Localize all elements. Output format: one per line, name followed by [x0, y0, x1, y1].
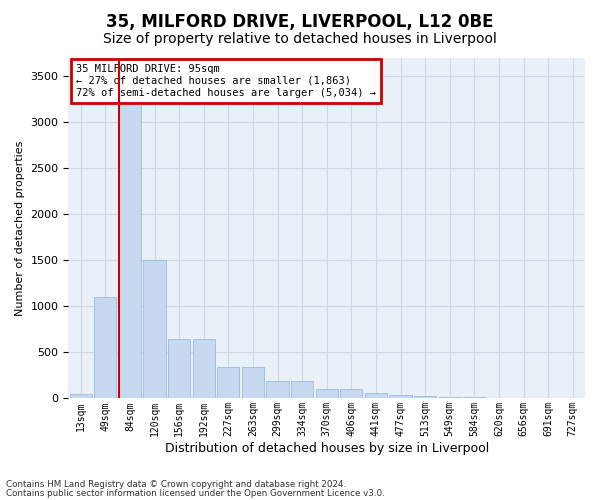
Y-axis label: Number of detached properties: Number of detached properties: [15, 140, 25, 316]
Text: Contains HM Land Registry data © Crown copyright and database right 2024.: Contains HM Land Registry data © Crown c…: [6, 480, 346, 489]
Bar: [242, 367, 264, 398]
Text: 35 MILFORD DRIVE: 95sqm
← 27% of detached houses are smaller (1,863)
72% of semi: 35 MILFORD DRIVE: 95sqm ← 27% of detache…: [76, 64, 376, 98]
Bar: [94, 297, 116, 398]
Text: Size of property relative to detached houses in Liverpool: Size of property relative to detached ho…: [103, 32, 497, 46]
X-axis label: Distribution of detached houses by size in Liverpool: Distribution of detached houses by size …: [164, 442, 489, 455]
Bar: [217, 367, 239, 398]
Bar: [266, 381, 289, 398]
Bar: [365, 393, 387, 398]
Text: Contains public sector information licensed under the Open Government Licence v3: Contains public sector information licen…: [6, 488, 385, 498]
Bar: [143, 260, 166, 398]
Bar: [439, 396, 461, 398]
Bar: [389, 394, 412, 398]
Bar: [291, 381, 313, 398]
Bar: [70, 394, 92, 398]
Text: 35, MILFORD DRIVE, LIVERPOOL, L12 0BE: 35, MILFORD DRIVE, LIVERPOOL, L12 0BE: [106, 12, 494, 30]
Bar: [119, 80, 141, 398]
Bar: [168, 338, 190, 398]
Bar: [316, 389, 338, 398]
Bar: [414, 396, 436, 398]
Bar: [193, 338, 215, 398]
Bar: [340, 389, 362, 398]
